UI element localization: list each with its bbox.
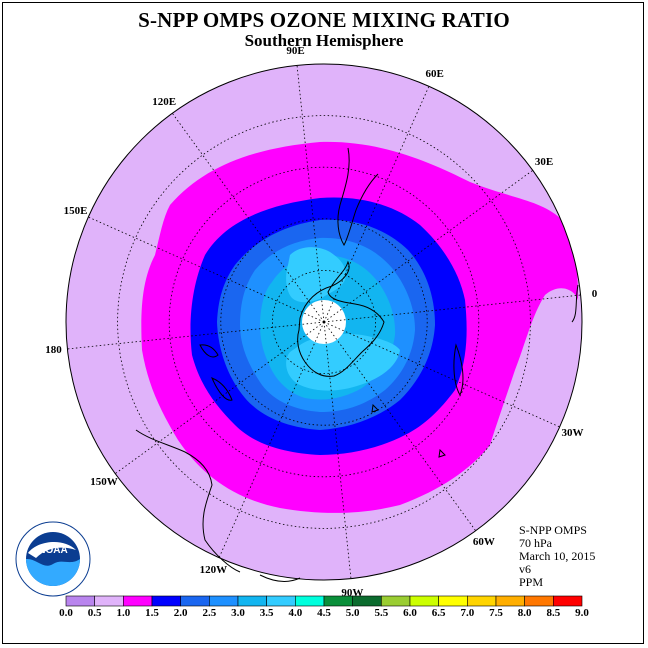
graticule [67, 65, 581, 579]
longitude-label: 120E [152, 95, 177, 108]
colorbar-swatch [94, 595, 124, 607]
colorbar-tick-label: 4.5 [317, 607, 331, 619]
colorbar-swatch [438, 595, 468, 607]
longitude-label: 90W [341, 586, 364, 599]
colorbar-tick-label: 5.0 [345, 607, 360, 619]
coastlines [135, 147, 579, 582]
meridian-line [172, 113, 325, 323]
longitude-label: 30E [534, 156, 554, 169]
meridian-line [67, 321, 325, 350]
subtitle: Southern Hemisphere [244, 31, 404, 50]
info-version: v6 [519, 562, 531, 576]
colorbar-tick-label: 2.5 [202, 607, 217, 619]
latitude-circle [117, 115, 531, 529]
meridian-line [323, 321, 476, 531]
meridian-line [323, 170, 533, 323]
colorbar-tick-label: 3.5 [259, 607, 274, 619]
meridian-line [218, 321, 325, 558]
colorbar-swatch [323, 595, 353, 607]
colorbar-swatch [553, 595, 583, 607]
colorbar-tick-label: 8.5 [546, 607, 561, 619]
longitude-label: 150W [90, 475, 118, 488]
colorbar-tick-label: 8.0 [517, 607, 532, 619]
contour-3.5b [286, 333, 400, 391]
longitude-label: 0 [591, 287, 598, 300]
latitude-circle [220, 218, 428, 426]
logo-text: NOAA [38, 545, 67, 556]
longitude-label: 120W [199, 564, 228, 577]
colorbar-tick-label: 4.0 [288, 607, 303, 619]
colorbar-swatch [266, 595, 296, 607]
colorbar-tick-label: 0.5 [87, 607, 102, 619]
longitude-label: 30W [561, 426, 584, 439]
colorbar-tick-label: 0.0 [59, 607, 73, 619]
longitude-label: 60E [425, 67, 444, 80]
latitude-circle [271, 269, 376, 374]
colorbar-swatch [65, 595, 95, 607]
longitude-label: 60W [472, 536, 495, 549]
colorbar-swatch [467, 595, 497, 607]
map-boundary [65, 63, 583, 581]
noaa-logo-icon: NOAA [15, 521, 91, 597]
colorbar-swatch [237, 595, 267, 607]
colorbar-tick-label: 1.5 [145, 607, 159, 619]
meridian-line [323, 321, 352, 579]
colorbar-tick-label: 5.5 [374, 607, 389, 619]
colorbar-swatch [352, 595, 382, 607]
main-title: S-NPP OMPS OZONE MIXING RATIO [138, 8, 510, 32]
meridian-line [323, 294, 581, 323]
colorbar-swatch [381, 595, 411, 607]
colorbar-swatch [295, 595, 325, 607]
colorbar-swatch [209, 595, 239, 607]
colorbar [65, 595, 583, 607]
colorbar-swatch [151, 595, 181, 607]
colorbar-tick-label: 7.0 [460, 607, 475, 619]
info-units: PPM [519, 575, 544, 589]
info-date: March 10, 2015 [519, 549, 596, 563]
info-level: 70 hPa [519, 536, 552, 550]
colorbar-swatch [180, 595, 210, 607]
colorbar-tick-label: 6.5 [431, 607, 446, 619]
colorbar-tick-label: 9.0 [575, 607, 589, 619]
latitude-circle [168, 166, 480, 478]
colorbar-tick-label: 7.5 [489, 607, 503, 619]
colorbar-tick-label: 3.0 [231, 607, 245, 619]
colorbar-tick-label: 1.0 [116, 607, 131, 619]
contour-3.5 [286, 247, 346, 303]
colorbar-swatch [524, 595, 554, 607]
longitude-label: 150E [63, 205, 88, 218]
meridian-line [115, 321, 325, 474]
meridian-line [323, 86, 430, 323]
longitude-label: 90E [286, 45, 305, 58]
info-instrument: S-NPP OMPS [519, 523, 587, 537]
colorbar-tick-label: 2.0 [173, 607, 188, 619]
meridian-line [88, 216, 325, 323]
longitude-label: 180 [45, 344, 62, 357]
colorbar-swatch [123, 595, 153, 607]
colorbar-tick-label: 6.0 [403, 607, 417, 619]
colorbar-swatch [409, 595, 439, 607]
meridian-line [296, 65, 325, 323]
colorbar-swatch [495, 595, 525, 607]
meridian-line [323, 321, 560, 428]
